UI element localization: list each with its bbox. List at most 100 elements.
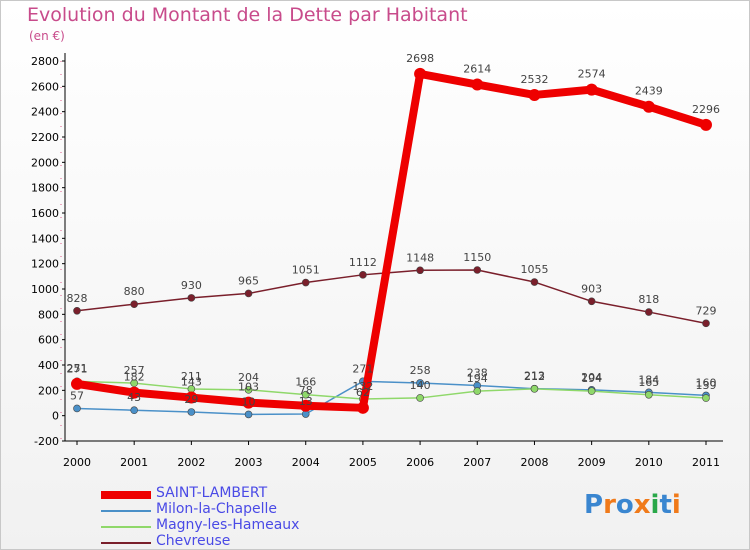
y-tick-label: 2600 <box>31 80 59 93</box>
data-label: 271 <box>352 362 373 375</box>
y-tick-label: 600 <box>38 334 59 347</box>
logo-letter: t <box>659 490 672 520</box>
data-label: 43 <box>127 391 141 404</box>
data-label: 251 <box>67 362 88 375</box>
data-label: 2574 <box>578 68 606 81</box>
data-point <box>242 396 255 409</box>
data-label: 212 <box>524 370 545 383</box>
data-point <box>471 78 484 91</box>
legend-swatch-milon <box>101 510 151 512</box>
data-label: 965 <box>238 274 259 287</box>
y-tick-label: 1800 <box>31 182 59 195</box>
data-label: 204 <box>581 371 602 384</box>
logo-letter: r <box>603 490 616 520</box>
x-tick-label: 2001 <box>120 456 148 469</box>
data-point <box>585 83 598 96</box>
legend-item-milon: Milon-la-Chapelle <box>101 501 361 518</box>
data-label: 13 <box>299 395 313 408</box>
data-point <box>473 266 482 274</box>
data-label: 271 <box>67 362 88 375</box>
data-point <box>700 118 712 131</box>
data-point <box>244 386 253 394</box>
series-line-saint-lambert <box>73 69 710 412</box>
data-label: 182 <box>124 371 145 384</box>
data-label: 140 <box>410 379 431 392</box>
data-label: 1150 <box>463 251 491 264</box>
y-tick-label: 2400 <box>31 106 59 119</box>
y-tick-label: 200 <box>38 384 59 397</box>
data-point <box>301 278 310 287</box>
data-label: 62 <box>356 386 370 399</box>
data-point <box>587 387 596 395</box>
y-tick-label: 2200 <box>31 131 59 144</box>
y-tick-label: 1400 <box>31 232 59 245</box>
y-tick-label: 400 <box>38 359 59 372</box>
data-label: 57 <box>70 389 84 402</box>
legend-item-chevreuse: Chevreuse <box>101 533 361 550</box>
data-label: 2439 <box>635 85 663 98</box>
x-tick-label: 2000 <box>63 456 91 469</box>
x-tick-label: 2006 <box>406 456 434 469</box>
data-point <box>187 408 196 416</box>
data-label: 1148 <box>406 251 434 264</box>
data-point <box>187 294 196 302</box>
y-tick-label: 800 <box>38 308 59 321</box>
axes: -200 0 200 400 600 800 1000 1200 1400 1600 1800 200… <box>31 53 723 469</box>
legend-item-magny: Magny-les-Hameaux <box>101 517 361 534</box>
series-line-milon-la-chapelle <box>76 380 707 416</box>
data-label: 2296 <box>692 103 720 116</box>
data-label: 204 <box>238 371 259 384</box>
data-point <box>71 377 83 390</box>
data-point <box>528 88 541 101</box>
x-tick-label: 2008 <box>520 456 548 469</box>
data-point <box>244 289 253 298</box>
data-label: 165 <box>638 376 659 389</box>
x-tick-label: 2010 <box>635 456 663 469</box>
legend-item-saint-lambert: SAINT-LAMBERT <box>101 485 361 502</box>
data-point <box>702 394 710 402</box>
legend-swatch-saint-lambert <box>101 491 151 499</box>
data-point <box>645 308 653 316</box>
logo-letter: x <box>633 490 651 520</box>
data-point <box>416 379 424 387</box>
legend-label-milon: Milon-la-Chapelle <box>156 501 277 517</box>
x-tick-label: 2002 <box>177 456 205 469</box>
x-tick-label: 2005 <box>349 456 377 469</box>
data-point <box>473 387 482 395</box>
data-label: 2532 <box>520 73 548 86</box>
x-tick-label: 2007 <box>463 456 491 469</box>
data-label: 2614 <box>463 63 491 76</box>
x-tick-label: 2009 <box>578 456 606 469</box>
data-point <box>414 67 427 80</box>
data-label: 828 <box>67 292 88 305</box>
y-tick-label: 1200 <box>31 258 59 271</box>
data-point <box>702 319 710 328</box>
data-label: 1051 <box>292 264 320 277</box>
data-point <box>530 278 539 286</box>
data-label: 166 <box>295 376 316 389</box>
data-label: 78 <box>299 384 313 397</box>
y-tick-label: -200 <box>34 435 59 448</box>
data-point <box>130 300 138 309</box>
data-point <box>356 401 369 414</box>
legend-swatch-chevreuse <box>101 542 151 544</box>
data-label: 903 <box>581 282 602 295</box>
y-tick-label: 1000 <box>31 283 59 296</box>
data-label: 10 <box>242 395 256 408</box>
x-tick-label: 2004 <box>292 456 320 469</box>
data-label: 29 <box>184 393 198 406</box>
series-lines <box>71 67 712 419</box>
data-label: 257 <box>124 364 145 377</box>
data-point <box>128 386 141 399</box>
x-tick-label: 2003 <box>235 456 263 469</box>
data-label: 132 <box>352 380 373 393</box>
data-labels: 828 880 930 965 1051 1112 1148 1150 1055 903 818 72… <box>67 52 721 408</box>
data-point <box>530 385 539 393</box>
data-point <box>359 271 367 279</box>
data-label: 160 <box>696 376 717 389</box>
legend-label-magny: Magny-les-Hameaux <box>156 517 300 533</box>
data-label: 143 <box>181 376 202 389</box>
data-label: 1055 <box>520 263 548 276</box>
